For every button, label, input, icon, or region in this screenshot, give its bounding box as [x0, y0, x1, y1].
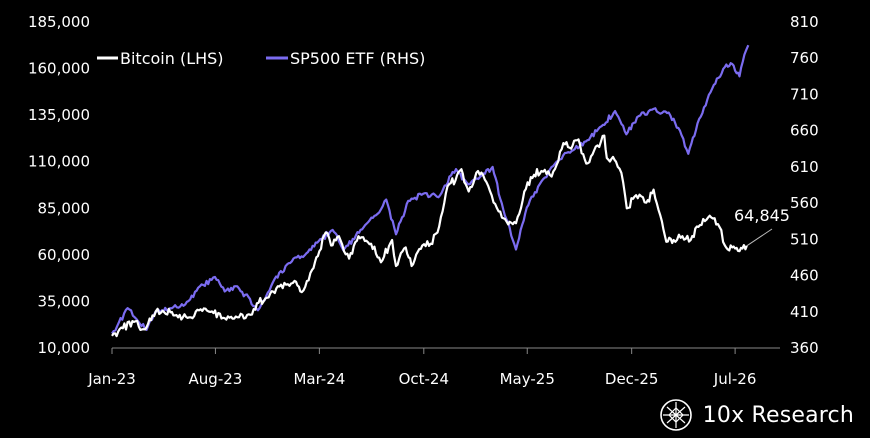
x-tick-label: Oct-24 [399, 370, 449, 388]
left-tick-label: 135,000 [28, 106, 90, 124]
legend: Bitcoin (LHS) SP500 ETF (RHS) [97, 49, 425, 68]
x-tick-label: Jan-23 [87, 370, 136, 388]
x-tick-label: May-25 [500, 370, 555, 388]
right-tick-label: 560 [790, 194, 819, 212]
left-y-axis: 185,000 160,000 135,000 110,000 85,000 60,000… [28, 13, 90, 357]
right-y-axis: 810 760 710 660 610 560 510 460 410 360 [790, 13, 819, 357]
x-tick-label: Jul-26 [713, 370, 757, 388]
right-tick-label: 710 [790, 85, 819, 103]
brand-logo-icon [659, 399, 692, 431]
x-tick-label: Dec-25 [605, 370, 659, 388]
left-tick-label: 10,000 [38, 339, 91, 357]
right-tick-label: 360 [790, 339, 819, 357]
left-tick-label: 85,000 [38, 199, 91, 217]
annotation-label: 64,845 [734, 206, 790, 225]
last-value-annotation: 64,845 [734, 206, 790, 247]
series-line-sp500 [111, 44, 750, 335]
left-tick-label: 60,000 [38, 246, 91, 264]
right-tick-label: 410 [790, 303, 819, 321]
right-tick-label: 810 [790, 13, 819, 31]
brand: 10x Research [659, 398, 854, 432]
right-tick-label: 760 [790, 49, 819, 67]
right-tick-label: 660 [790, 122, 819, 140]
left-tick-label: 185,000 [28, 13, 90, 31]
series-layer [111, 44, 750, 338]
annotation-leader-line [746, 228, 773, 247]
brand-name: 10x Research [702, 402, 854, 428]
right-tick-label: 460 [790, 267, 819, 285]
x-axis: Jan-23 Aug-23 Mar-24 Oct-24 May-25 Dec-25 Jul-… [87, 348, 756, 388]
series-line-bitcoin [111, 134, 748, 338]
x-tick-label: Mar-24 [293, 370, 345, 388]
left-tick-label: 35,000 [38, 292, 91, 310]
left-tick-label: 110,000 [28, 153, 90, 171]
left-tick-label: 160,000 [28, 60, 90, 78]
right-tick-label: 510 [790, 230, 819, 248]
right-tick-label: 610 [790, 158, 819, 176]
legend-label-sp500: SP500 ETF (RHS) [290, 49, 425, 68]
legend-label-bitcoin: Bitcoin (LHS) [120, 49, 224, 68]
x-tick-label: Aug-23 [189, 370, 243, 388]
